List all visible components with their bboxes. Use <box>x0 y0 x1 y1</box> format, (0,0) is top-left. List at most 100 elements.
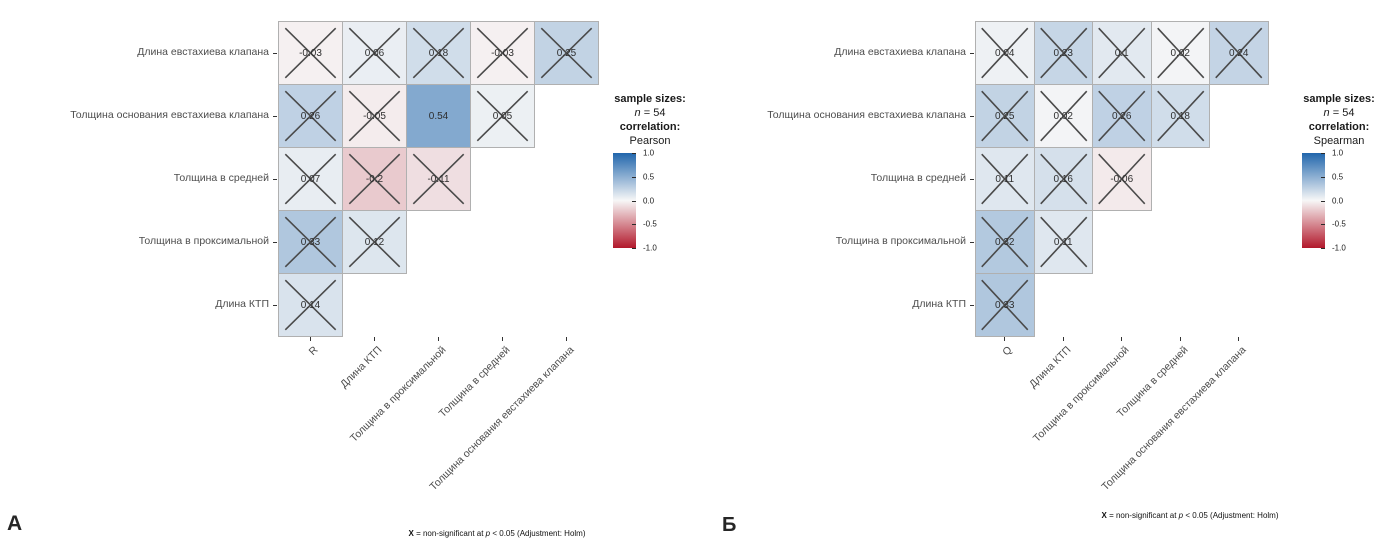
correlation-value: 0.33 <box>995 299 1015 311</box>
correlation-value: 0.26 <box>300 110 321 122</box>
correlation-value: 0.25 <box>995 110 1015 122</box>
correlation-cell: -0.06 <box>1092 147 1152 211</box>
non-significant-x-icon <box>343 85 406 147</box>
non-significant-x-icon <box>343 148 406 210</box>
correlation-cell: -0.05 <box>342 84 407 148</box>
non-significant-x-icon <box>1035 85 1093 147</box>
correlation-value: 0.06 <box>364 47 385 59</box>
correlation-value: 0.33 <box>300 236 321 248</box>
correlation-value: 0.1 <box>1114 47 1129 59</box>
correlation-cell: 0.14 <box>278 273 343 337</box>
y-axis-tick <box>273 178 277 180</box>
y-axis-tick <box>970 304 974 306</box>
non-significant-x-icon <box>279 274 342 336</box>
x-axis-tick <box>1238 337 1240 341</box>
y-axis-tick <box>273 115 277 117</box>
significance-footnote: X = non-significant at p < 0.05 (Adjustm… <box>1101 511 1279 520</box>
non-significant-x-icon <box>1093 148 1151 210</box>
legend-sample-sizes-label: sample sizes: <box>1303 93 1375 105</box>
non-significant-x-icon <box>471 22 534 84</box>
non-significant-x-icon <box>976 85 1034 147</box>
colorbar-tick-label: 0.0 <box>643 196 655 205</box>
x-axis-tick <box>502 337 503 341</box>
colorbar-tick-mark <box>1321 248 1325 249</box>
non-significant-x-icon <box>343 211 406 273</box>
y-axis-tick <box>273 241 277 243</box>
correlation-cell: 0.25 <box>975 84 1035 148</box>
correlation-value: 0.24 <box>1229 47 1249 59</box>
panel-b-spearman-heatmap: 0.04 0.23 0.1 0.02 0.24 0.25 0.02 0.26 0.18 0.11 0… <box>692 0 1383 559</box>
y-axis-tick <box>970 115 974 117</box>
x-axis-tick <box>1062 337 1064 341</box>
correlation-cell: 0.32 <box>975 210 1035 274</box>
y-axis-label: Толщина в средней <box>870 171 966 184</box>
colorbar-tick-label: -1.0 <box>643 243 657 253</box>
y-axis-tick <box>970 241 974 243</box>
x-axis-tick <box>1179 337 1181 341</box>
correlation-cell: 0.33 <box>278 210 343 274</box>
non-significant-x-icon <box>343 22 406 84</box>
colorbar-tick-mark <box>632 200 636 202</box>
colorbar-tick-mark <box>632 224 636 226</box>
non-significant-x-icon <box>1210 22 1268 84</box>
y-axis-label: Длина КТП <box>912 297 966 310</box>
correlation-value: 0.26 <box>1112 110 1132 122</box>
correlation-cell: 0.12 <box>342 210 407 274</box>
x-axis-tick <box>374 337 375 341</box>
non-significant-x-icon <box>976 211 1034 273</box>
correlation-cell: -0.11 <box>406 147 471 211</box>
correlation-cell: -0.03 <box>470 21 535 85</box>
correlation-value: 0.25 <box>556 47 577 59</box>
legend: sample sizes: n = 54 correlation: Pearso… <box>603 92 697 268</box>
correlation-value: -0.2 <box>365 173 384 185</box>
non-significant-x-icon <box>1035 22 1093 84</box>
y-axis-label: Толщина в проксимальной <box>835 234 966 247</box>
correlation-value: 0.11 <box>995 173 1015 185</box>
x-axis-tick <box>1004 337 1006 341</box>
x-axis-tick <box>438 337 439 341</box>
colorbar-tick-mark <box>1321 224 1325 226</box>
non-significant-x-icon <box>279 148 342 210</box>
colorbar-wrap: 1.0 0.5 0.0 -0.5 -1.0 <box>603 149 697 268</box>
panel-letter-a: А <box>7 512 23 535</box>
colorbar-tick-label: 0.5 <box>1332 172 1344 182</box>
correlation-value: 0.12 <box>364 236 385 248</box>
correlation-cell: 0.16 <box>1033 147 1093 211</box>
x-axis-tick <box>1121 337 1123 341</box>
correlation-value: 0.54 <box>428 110 449 122</box>
colorbar-tick-mark <box>1321 200 1325 202</box>
correlation-value: -0.03 <box>491 47 514 59</box>
x-axis-tick <box>310 337 311 341</box>
correlation-value: -0.03 <box>299 47 322 59</box>
non-significant-x-icon <box>1152 22 1210 84</box>
correlation-value: 0.05 <box>492 110 513 122</box>
colorbar-tick-mark <box>1321 176 1325 178</box>
x-axis-tick <box>566 337 567 341</box>
legend-correlation-label: correlation: <box>1308 121 1370 133</box>
colorbar-tick-label: -0.5 <box>1332 219 1346 229</box>
panel-a-pearson-heatmap: -0.03 0.06 0.18 -0.03 0.25 0.26 -0.05 0.54 0.05 0… <box>7 21 686 538</box>
correlation-value: 0.32 <box>995 236 1015 248</box>
non-significant-x-icon <box>976 274 1034 336</box>
legend-correlation-label: correlation: <box>619 121 681 133</box>
y-axis-label: Толщина основания евстахиева клапана <box>70 108 269 121</box>
non-significant-x-icon <box>1035 211 1093 273</box>
legend-n-value: n = 54 <box>634 107 666 119</box>
correlation-cell: 0.54 <box>406 84 471 148</box>
y-axis-tick <box>273 304 277 306</box>
correlation-cell: 0.33 <box>975 273 1035 337</box>
correlation-cell: 0.04 <box>975 21 1035 85</box>
correlation-value: 0.18 <box>1170 110 1190 122</box>
non-significant-x-icon <box>471 85 534 147</box>
correlation-value: 0.04 <box>995 47 1015 59</box>
correlation-cell: 0.23 <box>1033 21 1093 85</box>
correlation-value: -0.06 <box>1110 173 1134 185</box>
correlation-cell: 0.11 <box>975 147 1035 211</box>
correlation-value: 0.18 <box>428 47 449 59</box>
correlation-cell: 0.1 <box>1092 21 1152 85</box>
correlation-cell: 0.02 <box>1150 21 1210 85</box>
y-axis-label: Толщина в средней <box>173 171 269 184</box>
non-significant-x-icon <box>279 211 342 273</box>
y-axis-tick <box>970 178 974 180</box>
